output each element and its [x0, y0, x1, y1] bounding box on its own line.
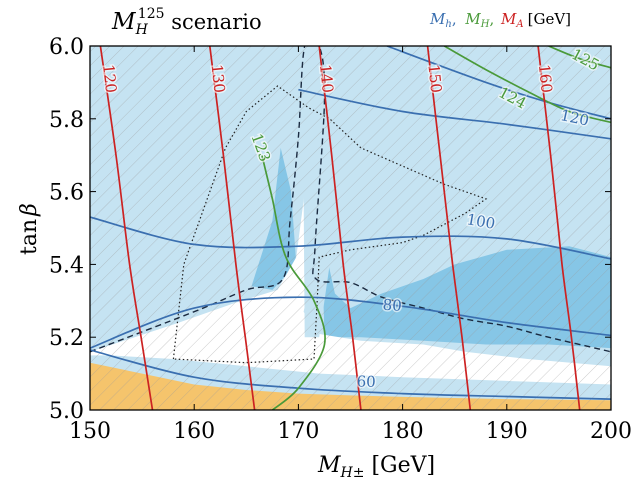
x-tick-label: 150 — [69, 419, 111, 444]
y-tick-label: 5.6 — [49, 181, 84, 206]
MA-contour-120 — [99, 46, 154, 410]
Mh-contour-100 — [90, 216, 611, 260]
MA-contour-label: 140 — [316, 63, 337, 93]
MH-contour-125 — [548, 46, 611, 69]
dotted-boundary — [172, 85, 488, 364]
MH-contour-123 — [261, 154, 326, 410]
x-axis-title: MH± [GeV] — [317, 453, 435, 481]
MA-contour-140 — [318, 46, 362, 410]
MA-contour-150 — [426, 46, 472, 410]
legend: Mh, MH, MA [GeV] — [429, 10, 571, 30]
MA-contour-130 — [208, 46, 256, 410]
x-tick-label: 200 — [590, 419, 632, 444]
Mh-contour-label: 80 — [382, 296, 402, 315]
x-tick-label: 160 — [173, 419, 215, 444]
y-tick-label: 5.8 — [49, 108, 84, 133]
chart-title: MH125 scenario — [111, 6, 262, 38]
Mh-contour-label: 60 — [356, 372, 376, 391]
MH-contour-124 — [443, 46, 611, 124]
y-tick-label: 6.0 — [49, 35, 84, 60]
x-tick-label: 190 — [486, 419, 528, 444]
legend-item-mh: M — [429, 10, 446, 28]
MA-contour-label: 150 — [424, 63, 445, 93]
hatched-overlay — [90, 46, 611, 410]
y-axis-title: tanβ — [17, 203, 42, 255]
Mh-contour-120 — [298, 88, 611, 140]
legend-item-mH: M — [464, 10, 481, 28]
legend-item-mA: M — [500, 10, 517, 28]
MA-contour-label: 160 — [535, 63, 556, 93]
MA-contour-label: 120 — [99, 63, 120, 93]
Mh-contour-80 — [90, 296, 611, 349]
y-tick-label: 5.0 — [49, 399, 84, 424]
MA-contour-160 — [537, 46, 581, 410]
Mh-contour-4 — [386, 46, 611, 120]
x-tick-label: 180 — [382, 419, 424, 444]
MA-contour-label: 130 — [208, 63, 229, 93]
plot-frame — [89, 45, 612, 411]
Mh-contour-60 — [90, 349, 611, 400]
y-tick-label: 5.2 — [49, 326, 84, 351]
dashed-boundary — [90, 46, 611, 353]
y-tick-label: 5.4 — [49, 253, 84, 278]
x-tick-label: 170 — [277, 419, 319, 444]
